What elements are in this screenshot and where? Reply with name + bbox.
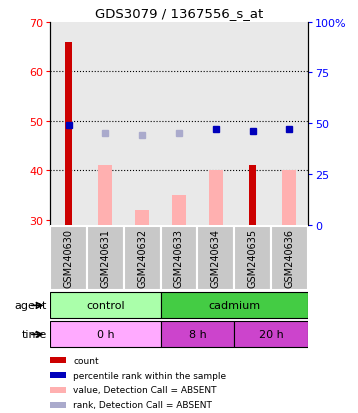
Bar [161, 321, 234, 348]
Text: control: control [86, 301, 125, 311]
Text: GSM240632: GSM240632 [137, 229, 147, 287]
Text: time: time [21, 330, 47, 339]
Bar [271, 226, 308, 290]
Bar [161, 23, 197, 225]
Bar [197, 226, 234, 290]
Text: GSM240631: GSM240631 [100, 229, 110, 287]
Bar [249, 166, 256, 225]
Bar [234, 23, 271, 225]
Text: 0 h: 0 h [97, 330, 114, 339]
Bar [271, 23, 308, 225]
Bar [87, 226, 124, 290]
Bar [87, 23, 124, 225]
Text: percentile rank within the sample: percentile rank within the sample [73, 371, 227, 380]
Bar [50, 373, 66, 378]
Text: agent: agent [14, 301, 47, 311]
Bar [282, 171, 296, 225]
Bar [197, 23, 234, 225]
Bar [234, 226, 271, 290]
Bar [50, 23, 87, 225]
Text: GSM240636: GSM240636 [285, 229, 295, 287]
Bar [234, 321, 308, 348]
Bar [50, 358, 66, 363]
Bar [161, 292, 308, 319]
Text: GSM240630: GSM240630 [63, 229, 73, 287]
Title: GDS3079 / 1367556_s_at: GDS3079 / 1367556_s_at [95, 7, 263, 20]
Bar [124, 23, 161, 225]
Text: value, Detection Call = ABSENT: value, Detection Call = ABSENT [73, 385, 217, 394]
Bar [50, 226, 87, 290]
Bar [98, 166, 112, 225]
Text: rank, Detection Call = ABSENT: rank, Detection Call = ABSENT [73, 400, 212, 409]
Bar [50, 387, 66, 393]
Text: count: count [73, 356, 99, 365]
Bar [50, 321, 161, 348]
Bar [65, 43, 72, 225]
Bar [209, 171, 223, 225]
Bar [161, 226, 197, 290]
Bar [135, 210, 149, 225]
Text: GSM240635: GSM240635 [248, 229, 258, 287]
Bar [50, 292, 161, 319]
Bar [172, 195, 186, 225]
Text: cadmium: cadmium [208, 301, 260, 311]
Bar [124, 226, 161, 290]
Text: 8 h: 8 h [189, 330, 206, 339]
Text: GSM240633: GSM240633 [174, 229, 184, 287]
Bar [50, 402, 66, 408]
Text: 20 h: 20 h [259, 330, 284, 339]
Text: GSM240634: GSM240634 [211, 229, 221, 287]
